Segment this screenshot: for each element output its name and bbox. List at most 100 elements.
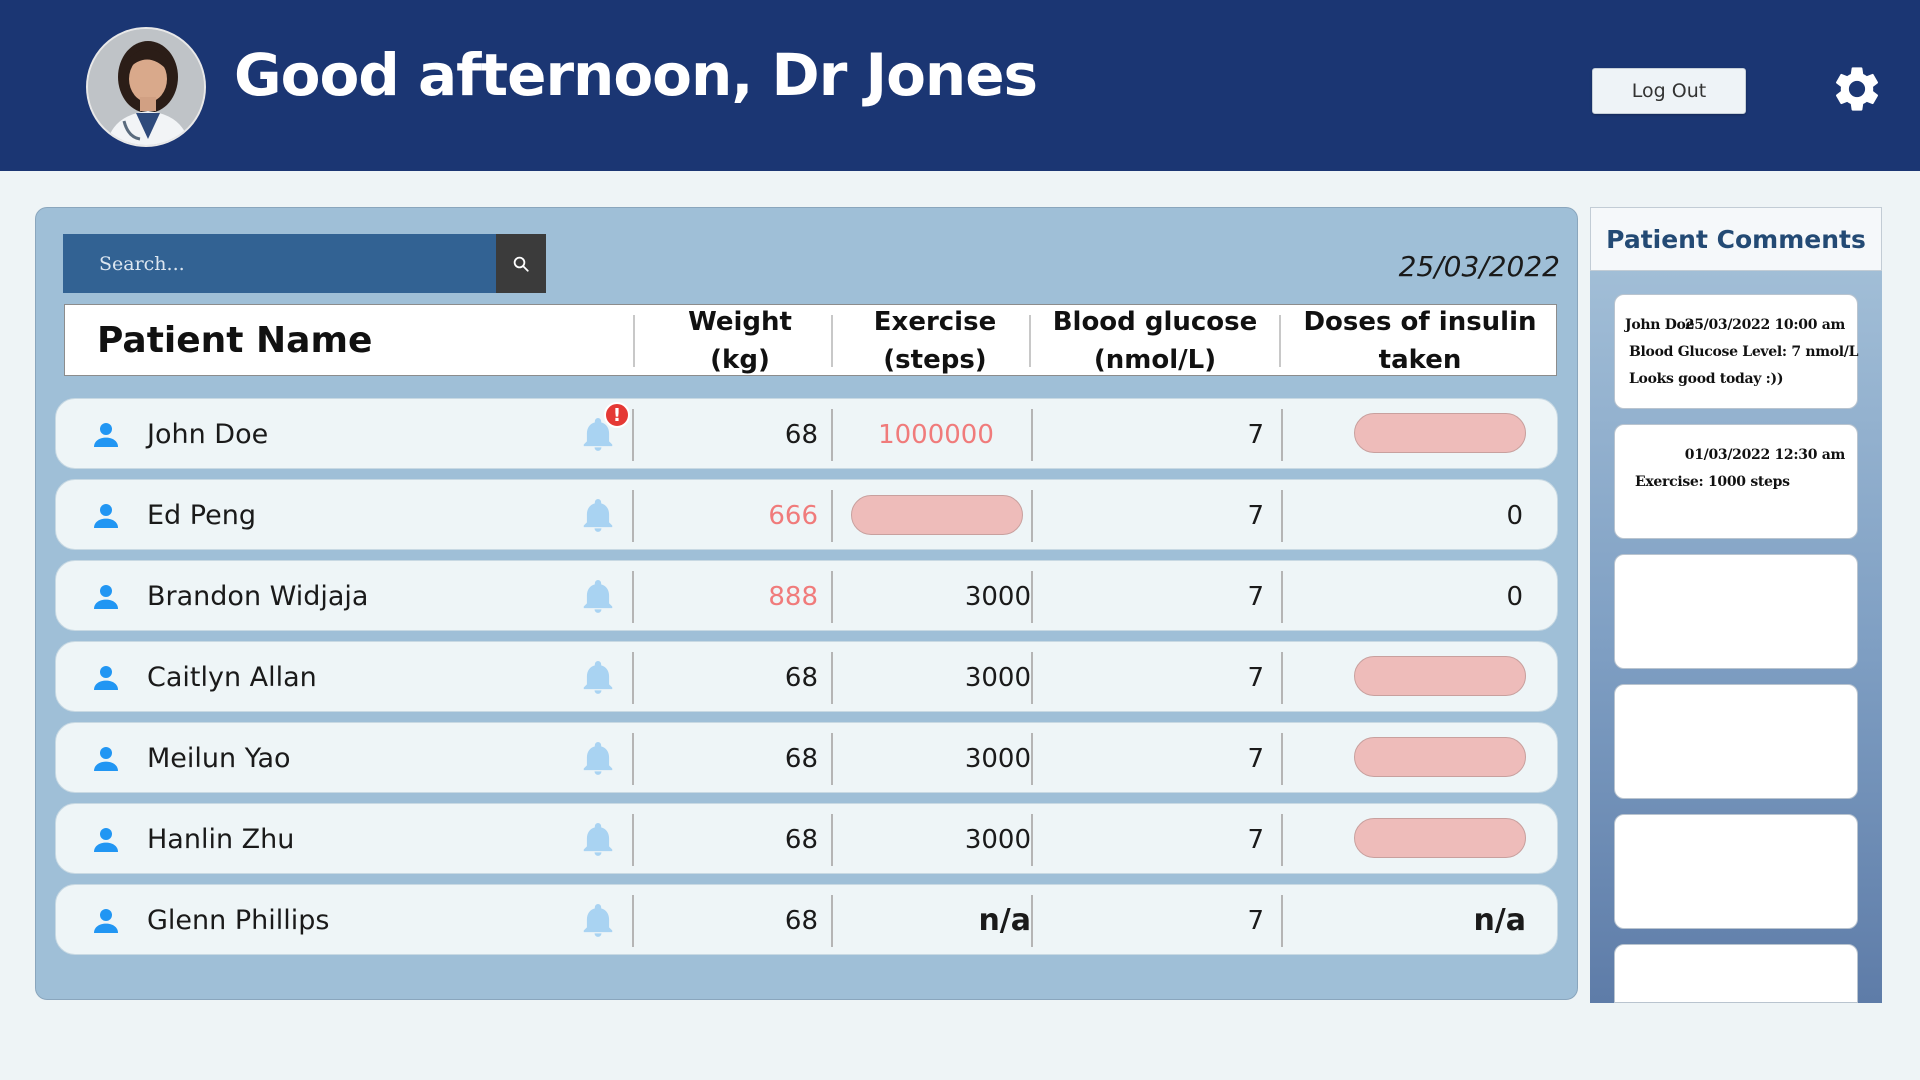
bell-icon[interactable] [579,496,617,536]
column-divider [1279,315,1281,367]
gear-icon[interactable] [1830,62,1884,116]
exercise-value: 1000000 [878,419,994,450]
bell-icon[interactable] [579,658,617,698]
column-divider [831,652,833,704]
table-header: Patient Name Weight (kg) Exercise (steps… [64,304,1557,376]
glucose-value: 7 [1247,662,1264,693]
weight-value: 68 [784,905,818,936]
search-button[interactable] [496,234,546,293]
column-divider [1281,490,1283,542]
column-divider [1281,409,1283,461]
bell-icon[interactable] [579,739,617,779]
column-divider [632,571,634,623]
exercise-value: 3000 [964,662,1031,693]
column-divider [633,315,635,367]
comment-datetime: 25/03/2022 10:00 am [1684,317,1846,333]
exercise-value: 3000 [964,743,1031,774]
column-divider [632,814,634,866]
column-divider [1029,315,1031,367]
glucose-value: 7 [1247,581,1264,612]
comment-card[interactable]: John Doe 25/03/2022 10:00 am Blood Glucose… [1614,294,1858,409]
missing-value-pill [1354,818,1526,858]
column-divider [632,652,634,704]
bell-icon[interactable] [579,901,617,941]
user-icon [90,581,122,613]
column-divider [1031,814,1033,866]
patient-name[interactable]: Ed Peng [147,500,256,531]
user-icon [90,905,122,937]
patient-name[interactable]: Brandon Widjaja [147,581,369,612]
comment-text: Exercise: 1000 steps [1635,474,1790,490]
column-divider [1031,409,1033,461]
column-divider [632,490,634,542]
glucose-value: 7 [1247,824,1264,855]
exercise-value: n/a [978,903,1031,938]
glucose-value: 7 [1247,500,1264,531]
column-header-insulin: Doses of insulin taken [1303,307,1537,375]
missing-value-pill [1354,656,1526,696]
weight-value: 68 [784,419,818,450]
weight-value: 68 [784,743,818,774]
column-divider [1031,895,1033,947]
column-divider [1281,814,1283,866]
column-divider [831,814,833,866]
table-row[interactable]: Hanlin Zhu 68 3000 7 [55,803,1558,874]
insulin-value: 0 [1506,500,1523,531]
table-row[interactable]: Ed Peng 666 7 0 [55,479,1558,550]
table-row[interactable]: Glenn Phillips 68 n/a 7 n/a [55,884,1558,955]
patient-name[interactable]: John Doe [147,419,269,450]
column-header-patient-name: Patient Name [97,320,373,361]
column-divider [1031,733,1033,785]
doctor-avatar [86,27,206,147]
user-icon [90,743,122,775]
missing-value-pill [1354,737,1526,777]
column-header-weight: Weight (kg) [688,307,792,375]
comment-card[interactable] [1614,554,1858,669]
search-icon [513,256,529,272]
comment-text: Looks good today :)) [1629,371,1784,387]
logout-button[interactable]: Log Out [1592,68,1746,114]
comment-card[interactable] [1614,684,1858,799]
glucose-value: 7 [1247,905,1264,936]
search-placeholder: Search... [99,252,185,275]
patient-name[interactable]: Glenn Phillips [147,905,330,936]
comment-datetime: 01/03/2022 12:30 am [1684,447,1846,463]
table-row[interactable]: Caitlyn Allan 68 3000 7 [55,641,1558,712]
comment-card[interactable] [1614,944,1858,1003]
patient-name[interactable]: Caitlyn Allan [147,662,317,693]
insulin-value: 0 [1506,581,1523,612]
comments-title: Patient Comments [1590,207,1882,271]
column-divider [1281,895,1283,947]
alert-badge: ! [604,402,630,428]
column-header-exercise: Exercise (steps) [873,307,997,375]
patient-name[interactable]: Meilun Yao [147,743,291,774]
column-divider [632,733,634,785]
comment-card[interactable]: 01/03/2022 12:30 am Exercise: 1000 steps [1614,424,1858,539]
glucose-value: 7 [1247,743,1264,774]
table-row[interactable]: Meilun Yao 68 3000 7 [55,722,1558,793]
current-date: 25/03/2022 [1398,250,1560,283]
column-divider [632,409,634,461]
missing-value-pill [851,495,1023,535]
insulin-value: n/a [1473,903,1526,938]
comment-patient-name: John Doe [1625,317,1695,333]
column-divider [831,409,833,461]
column-divider [831,315,833,367]
missing-value-pill [1354,413,1526,453]
exercise-value: 3000 [964,824,1031,855]
table-row[interactable]: John Doe! 68 1000000 7 [55,398,1558,469]
bell-icon[interactable] [579,415,617,455]
weight-value: 888 [768,581,818,612]
search-input[interactable]: Search... [63,234,497,293]
bell-icon[interactable] [579,577,617,617]
greeting-title: Good afternoon, Dr Jones [234,41,1038,109]
comment-card[interactable] [1614,814,1858,929]
column-divider [632,895,634,947]
bell-icon[interactable] [579,820,617,860]
table-row[interactable]: Brandon Widjaja 888 3000 7 0 [55,560,1558,631]
column-divider [831,490,833,542]
column-divider [831,895,833,947]
comment-text: Blood Glucose Level: 7 nmol/L [1629,344,1859,360]
weight-value: 68 [784,662,818,693]
patient-name[interactable]: Hanlin Zhu [147,824,295,855]
